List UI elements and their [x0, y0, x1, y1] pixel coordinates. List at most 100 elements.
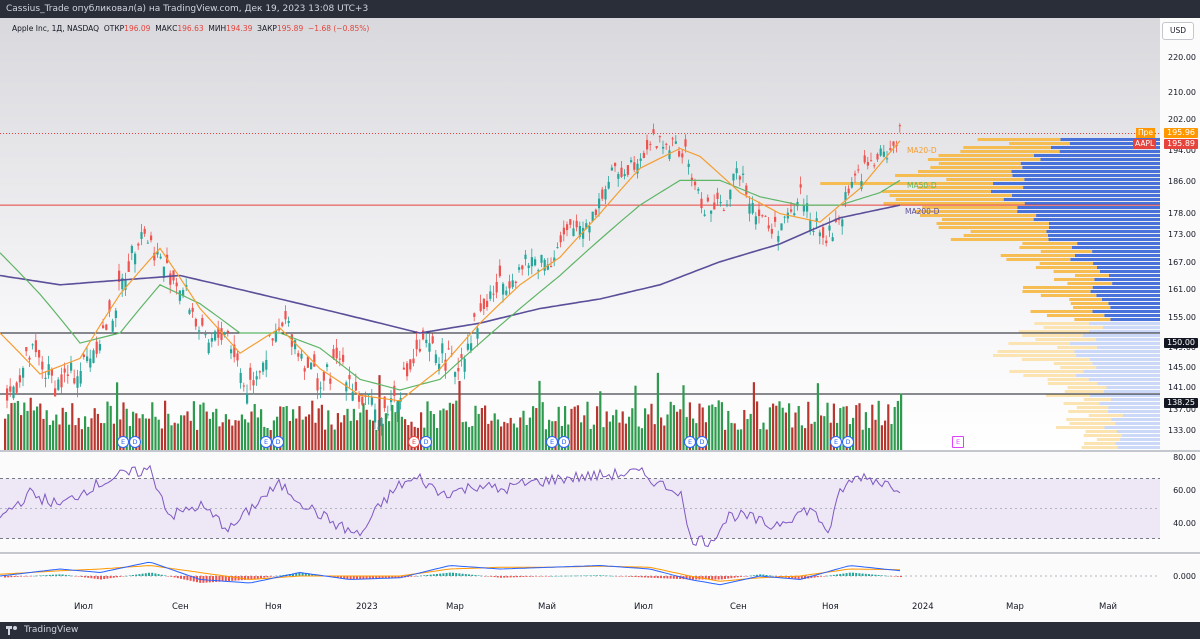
volume-bar: [573, 406, 576, 450]
volume-bar: [794, 412, 797, 450]
time-axis[interactable]: Июл Сен Ноя 2023 Мар Май Июл Сен Ноя 202…: [0, 598, 1200, 622]
macd-histogram-bar: [461, 573, 464, 576]
candle-body: [409, 359, 412, 370]
volume-bar: [474, 405, 477, 450]
earnings-icon[interactable]: E: [260, 436, 272, 448]
volume-bar: [772, 403, 775, 450]
macd-pane[interactable]: [0, 555, 1160, 598]
candle-body: [111, 320, 114, 332]
volume-bar: [208, 418, 211, 450]
pane-separator[interactable]: [0, 450, 1200, 452]
macd-histogram-bar: [871, 574, 874, 576]
volume-bar: [295, 418, 298, 450]
candle-body: [271, 338, 274, 341]
pane-separator[interactable]: [0, 552, 1200, 554]
volume-profile-bar: [1099, 270, 1160, 273]
dividend-icon[interactable]: D: [272, 436, 284, 448]
symbol-legend[interactable]: Apple Inc, 1Д, NASDAQ ОТКР196.09 МАКС196…: [12, 24, 369, 33]
volume-bar: [378, 375, 381, 450]
macd-histogram-bar: [148, 572, 150, 576]
macd-histogram-bar: [413, 576, 416, 577]
dividend-icon[interactable]: D: [420, 436, 432, 448]
earnings-icon[interactable]: E: [952, 436, 964, 448]
macd-histogram-bar: [138, 574, 141, 576]
dividend-icon[interactable]: D: [842, 436, 854, 448]
volume-profile-bar: [1108, 302, 1160, 305]
price-tick: 210.00: [1168, 88, 1196, 97]
candle-body: [41, 361, 44, 370]
candle-body: [898, 125, 901, 127]
candle-body: [175, 282, 178, 287]
earnings-icon[interactable]: E: [830, 436, 842, 448]
volume-profile-bar: [1047, 234, 1160, 237]
currency-button[interactable]: USD: [1162, 22, 1194, 40]
candle-body: [550, 265, 553, 267]
candle-body: [146, 242, 149, 244]
volume-profile-bar: [1076, 406, 1109, 409]
volume-bar: [186, 411, 189, 450]
candle-body: [297, 353, 300, 357]
candle-body: [793, 213, 796, 216]
macd-price-axis[interactable]: 0.000: [1160, 555, 1200, 598]
dividend-icon[interactable]: D: [558, 436, 570, 448]
rsi-chart-canvas[interactable]: [0, 452, 1160, 552]
volume-bar: [784, 412, 787, 450]
candle-body: [754, 216, 757, 225]
rsi-price-axis[interactable]: 80.00 60.00 40.00: [1160, 452, 1200, 552]
candle-body: [431, 336, 434, 344]
candle-body: [582, 227, 585, 239]
volume-bar: [13, 402, 16, 450]
volume-bar: [810, 423, 813, 450]
main-price-pane[interactable]: [0, 18, 1160, 450]
candle-body: [569, 219, 572, 225]
macd-histogram-bar: [676, 576, 678, 579]
candle-body: [54, 388, 57, 397]
volume-bar: [234, 420, 237, 450]
volume-bar: [698, 403, 701, 450]
volume-bar: [247, 422, 250, 450]
macd-histogram-bar: [861, 573, 864, 576]
volume-bar: [135, 413, 138, 450]
macd-histogram-bar: [730, 576, 733, 579]
volume-bar: [468, 427, 471, 450]
volume-bar: [436, 428, 439, 450]
rsi-pane[interactable]: [0, 452, 1160, 552]
volume-bar: [580, 422, 583, 450]
dividend-icon[interactable]: D: [696, 436, 708, 448]
volume-bar: [336, 413, 339, 450]
candle-body: [633, 162, 636, 170]
macd-histogram-bar: [612, 575, 614, 577]
dividend-icon[interactable]: D: [129, 436, 141, 448]
candle-body: [38, 349, 41, 358]
macd-histogram-bar: [464, 574, 467, 576]
earnings-icon[interactable]: E: [684, 436, 696, 448]
earnings-icon[interactable]: E: [117, 436, 129, 448]
volume-profile-bar: [1092, 286, 1160, 289]
price-chart-canvas[interactable]: [0, 18, 1160, 450]
volume-profile-bar: [1009, 370, 1084, 373]
time-tick: 2023: [356, 602, 378, 612]
main-price-axis[interactable]: 220.00 210.00 202.00 194.00 186.00 178.0…: [1160, 18, 1200, 450]
macd-histogram-bar: [106, 576, 109, 579]
volume-bar: [42, 418, 45, 450]
volume-bar: [61, 407, 64, 450]
macd-histogram-bar: [55, 574, 58, 576]
volume-bar: [461, 422, 464, 450]
candle-body: [687, 163, 690, 168]
volume-bar: [576, 405, 579, 450]
volume-profile-bar: [1068, 410, 1108, 413]
volume-bar: [893, 407, 896, 450]
macd-histogram-bar: [61, 574, 64, 576]
earnings-icon[interactable]: E: [408, 436, 420, 448]
volume-profile-bar: [1023, 286, 1093, 289]
volume-bar: [768, 407, 771, 450]
earnings-icon[interactable]: E: [546, 436, 558, 448]
macd-chart-canvas[interactable]: [0, 555, 1160, 598]
volume-bar: [52, 420, 55, 450]
tradingview-logo[interactable]: TradingView: [6, 622, 78, 639]
volume-bar: [80, 429, 83, 450]
macd-histogram-bar: [167, 576, 170, 577]
candle-body: [812, 230, 815, 232]
macd-histogram-bar: [800, 576, 803, 580]
volume-bar: [704, 422, 707, 450]
